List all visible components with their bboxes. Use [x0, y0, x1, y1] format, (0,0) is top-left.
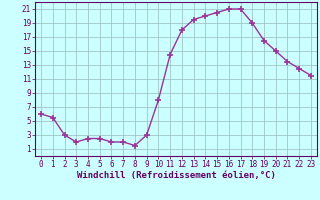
X-axis label: Windchill (Refroidissement éolien,°C): Windchill (Refroidissement éolien,°C)	[76, 171, 276, 180]
